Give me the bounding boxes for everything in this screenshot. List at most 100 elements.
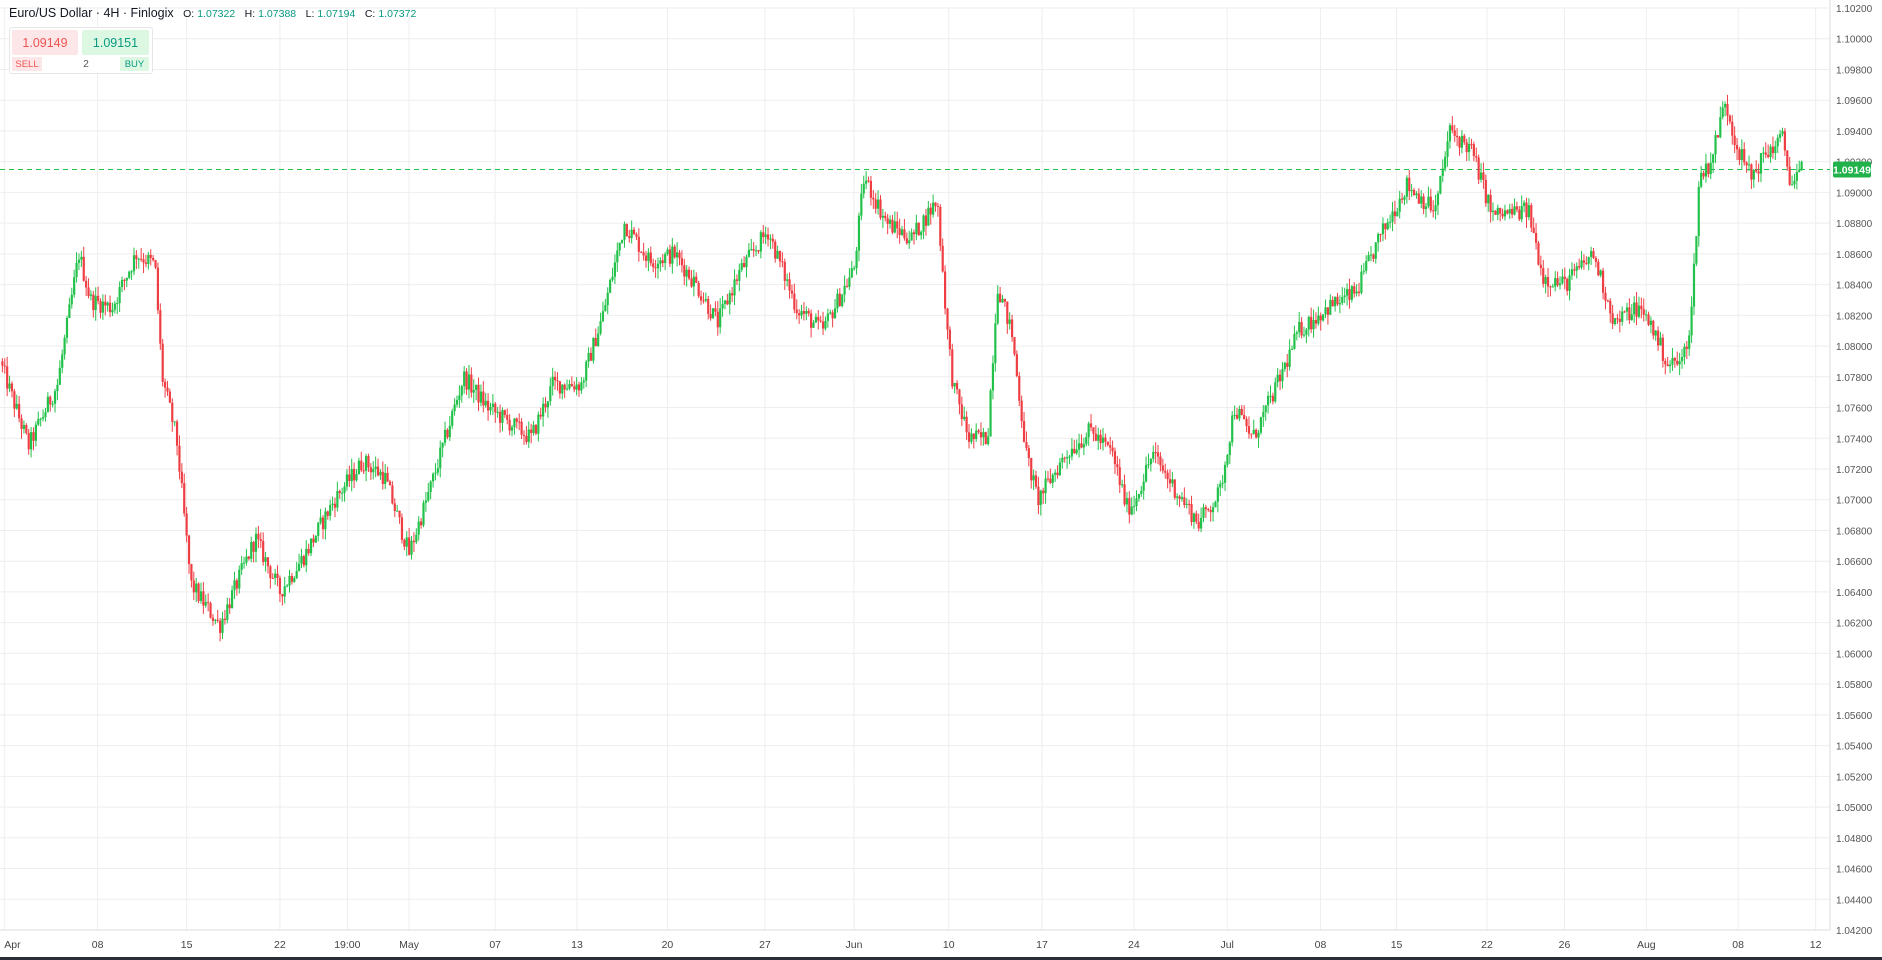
- close-label: C:: [364, 8, 376, 20]
- candle-body: [1389, 221, 1392, 223]
- candle-body: [508, 419, 511, 431]
- candle-body: [1781, 131, 1784, 134]
- candle-body: [1539, 264, 1542, 269]
- candle-body: [1558, 283, 1562, 286]
- quantity-field[interactable]: 2: [83, 58, 89, 70]
- candle-body: [1769, 146, 1772, 157]
- candle-body: [1295, 332, 1298, 334]
- candle-body: [922, 215, 925, 232]
- x-tick-label: 13: [571, 939, 583, 951]
- candle-body: [1345, 289, 1349, 296]
- y-tick-label: 1.06400: [1836, 588, 1873, 599]
- candle-body: [642, 252, 645, 256]
- price-axis[interactable]: 1.04200 1.04400 1.04600 1.04800 1.05000 1.052…: [1833, 4, 1873, 937]
- candle-body: [867, 180, 870, 182]
- candle-body: [324, 511, 327, 530]
- buy-button[interactable]: BUY: [120, 57, 149, 71]
- candle-body: [1544, 277, 1547, 284]
- candle-body: [1154, 452, 1157, 454]
- candle-body: [360, 460, 363, 471]
- candle-body: [1515, 206, 1519, 210]
- candle-body: [1640, 305, 1643, 310]
- candle-body: [836, 293, 839, 309]
- y-tick-label: 1.09000: [1836, 188, 1873, 199]
- candle-body: [1594, 257, 1597, 262]
- candle-body: [175, 421, 179, 446]
- candle-body: [1508, 208, 1511, 214]
- candle-body: [1415, 193, 1418, 196]
- candle-body: [1360, 271, 1363, 293]
- time-axis[interactable]: Apr 08 15 22 19:00 May 07 13 20 27 Jun 10 17 24 Jul 08 1…: [4, 939, 1821, 951]
- candle-body: [1642, 309, 1645, 315]
- candle-body: [355, 474, 358, 481]
- candle-body: [623, 223, 626, 240]
- candle-body: [1405, 177, 1408, 197]
- candle-body: [549, 386, 552, 402]
- candle-body: [711, 308, 715, 319]
- candle-body: [1211, 507, 1215, 513]
- candle-body: [329, 504, 332, 516]
- candle-body: [439, 447, 442, 469]
- candle-body: [501, 410, 504, 423]
- buy-price-button[interactable]: 1.09151: [82, 30, 149, 55]
- candle-body: [752, 249, 755, 251]
- candle-body: [1779, 133, 1782, 138]
- candle-body: [1195, 513, 1198, 522]
- candle-body: [1264, 405, 1267, 412]
- candle-body: [1190, 503, 1193, 522]
- candle-body: [436, 468, 439, 473]
- candle-body: [620, 239, 624, 243]
- sell-price-button[interactable]: 1.09149: [12, 30, 78, 55]
- candle-body: [1448, 125, 1452, 142]
- candle-body: [400, 517, 404, 540]
- candle-body: [833, 308, 837, 319]
- y-tick-label: 1.09600: [1836, 96, 1873, 107]
- candle-body: [1372, 254, 1375, 259]
- candle-body: [924, 215, 928, 226]
- candle-body: [1063, 457, 1066, 459]
- candle-body: [274, 573, 277, 579]
- candle-body: [190, 564, 193, 581]
- candle-body: [1245, 419, 1248, 427]
- candle-body: [525, 435, 528, 443]
- candle-body: [542, 403, 545, 417]
- x-tick-label: Apr: [4, 939, 21, 951]
- candle-body: [1499, 207, 1502, 214]
- candle-body: [73, 277, 76, 295]
- candle-body: [762, 232, 765, 238]
- candle-body: [106, 302, 109, 306]
- candle-body: [805, 311, 808, 314]
- candle-body: [137, 258, 140, 260]
- candle-body: [293, 578, 296, 582]
- candle-body: [580, 382, 583, 391]
- candle-body: [888, 219, 892, 224]
- sell-button[interactable]: SELL: [12, 57, 42, 71]
- candle-body: [606, 292, 609, 306]
- candle-body: [242, 562, 246, 564]
- candle-body: [1587, 256, 1590, 264]
- y-tick-label: 1.08400: [1836, 281, 1873, 292]
- candle-body: [1386, 222, 1389, 230]
- candle-body: [1367, 255, 1370, 262]
- candle-body: [202, 591, 205, 606]
- candle-body: [570, 384, 573, 387]
- candle-body: [719, 308, 722, 328]
- candle-body: [1472, 144, 1475, 157]
- grid: [0, 0, 1831, 931]
- candle-body: [376, 466, 380, 476]
- candle-body: [1695, 236, 1698, 264]
- candle-body: [769, 238, 772, 240]
- candle-body: [798, 313, 801, 316]
- candle-body: [630, 229, 633, 239]
- candle-body: [1738, 149, 1741, 161]
- candle-body: [369, 467, 372, 473]
- candle-body: [604, 305, 607, 312]
- candle-body: [841, 294, 844, 307]
- candle-body: [415, 534, 418, 543]
- candle-body: [845, 285, 849, 287]
- candle-body: [51, 403, 54, 405]
- candle-body: [965, 416, 968, 433]
- candle-body: [1408, 177, 1411, 192]
